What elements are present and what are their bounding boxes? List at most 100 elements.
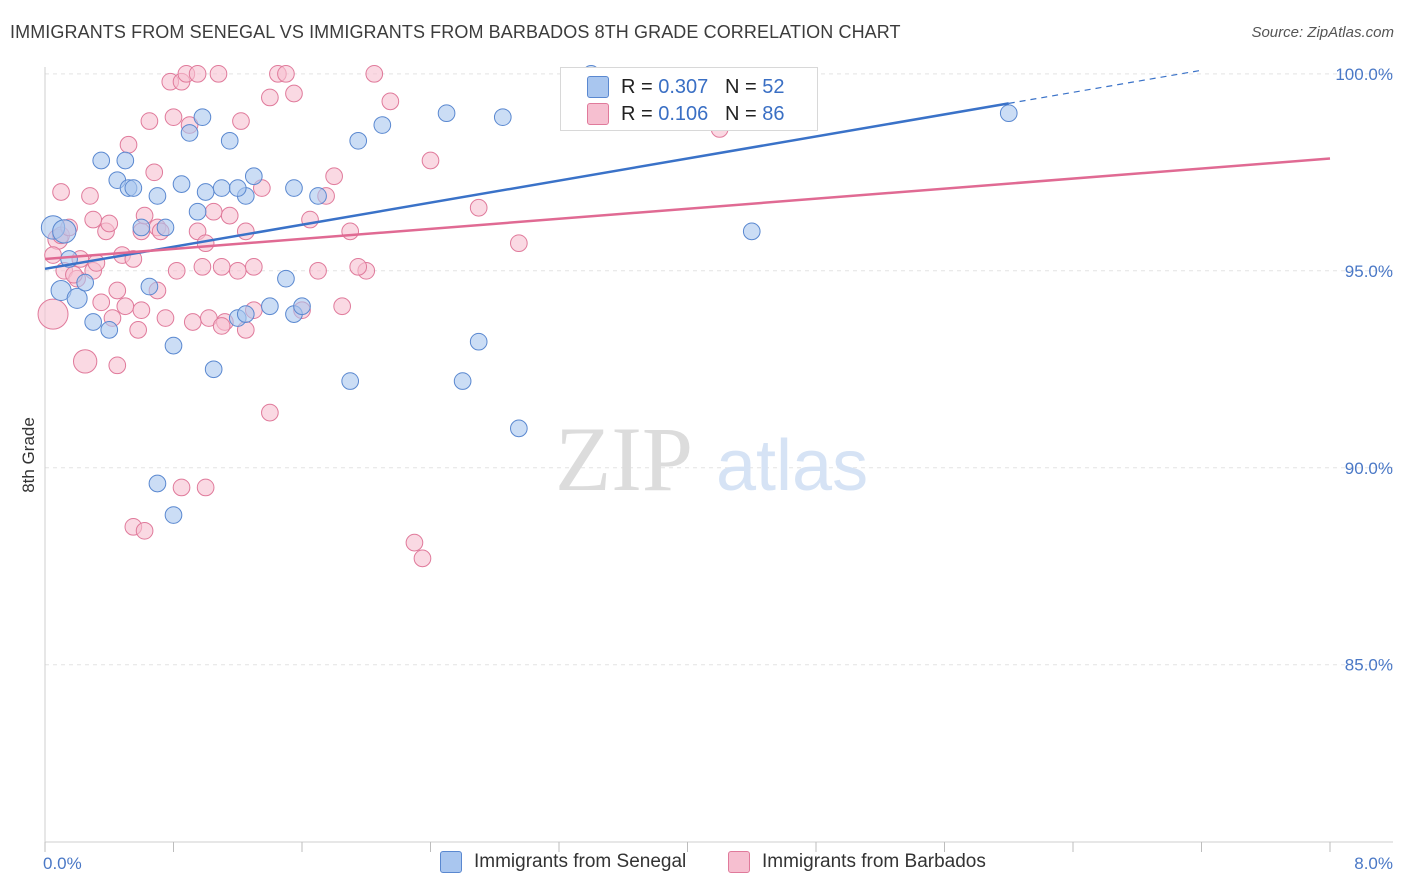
senegal-point [309, 187, 327, 205]
watermark-atlas: atlas [716, 426, 868, 506]
barbados-n-value: 86 [762, 102, 785, 125]
barbados-swatch [587, 103, 609, 125]
senegal-point [437, 104, 456, 123]
x-tick-label-min: 0.0% [43, 854, 82, 873]
barbados-point [129, 321, 147, 339]
barbados-point [37, 298, 69, 330]
barbados-point [413, 549, 432, 568]
barbados-point [72, 349, 98, 374]
senegal-points [40, 64, 1018, 524]
senegal-point [236, 305, 255, 323]
senegal-point [132, 218, 151, 237]
barbados-point [116, 297, 135, 316]
senegal-point [148, 187, 167, 205]
senegal-point [277, 269, 295, 288]
grid-lines [45, 73, 1393, 666]
barbados-point [108, 281, 127, 300]
y-tick-label-95: 95.0% [1345, 262, 1393, 281]
barbados-point [188, 64, 207, 83]
r-label: R = [621, 102, 653, 125]
barbados-trend-line [44, 157, 1331, 261]
barbados-point [510, 234, 528, 253]
barbados-point [341, 222, 360, 241]
senegal-point [999, 104, 1018, 123]
senegal-legend-swatch [440, 851, 462, 873]
barbados-point [236, 222, 255, 241]
y-tick-labels: 85.0% 90.0% 95.0% 100.0% [1335, 65, 1393, 675]
trend-lines [44, 69, 1331, 271]
n-label: N = [724, 75, 757, 98]
y-axis-title: 8th Grade [19, 417, 38, 493]
x-tick-labels: 0.0% 8.0% [43, 854, 1393, 873]
y-tick-label-85: 85.0% [1345, 656, 1393, 675]
senegal-point [204, 360, 223, 379]
senegal-point [100, 321, 119, 339]
chart-title: IMMIGRANTS FROM SENEGAL VS IMMIGRANTS FR… [10, 22, 901, 42]
barbados-point [140, 112, 159, 130]
barbados-point [325, 167, 343, 186]
senegal-point [349, 131, 368, 150]
senegal-point [493, 108, 512, 126]
r-label: R = [621, 75, 653, 98]
barbados-point [100, 214, 119, 233]
senegal-r-value: 0.307 [658, 75, 709, 98]
senegal-point [244, 167, 263, 186]
barbados-point [365, 64, 384, 83]
barbados-point [309, 261, 327, 280]
barbados-point [209, 64, 228, 83]
barbados-point [421, 151, 440, 170]
senegal-point [228, 179, 247, 197]
barbados-r-value: 0.106 [658, 102, 709, 125]
barbados-point [145, 163, 164, 182]
barbados-point [204, 202, 223, 221]
barbados-point [167, 261, 186, 280]
barbados-point [277, 64, 295, 83]
barbados-point [84, 210, 103, 229]
barbados-point [405, 533, 424, 552]
senegal-point [293, 297, 311, 316]
barbados-point [183, 313, 202, 331]
senegal-point [261, 297, 279, 316]
senegal-point [156, 218, 175, 237]
senegal-point [510, 419, 528, 438]
barbados-point [220, 206, 239, 225]
senegal-point [341, 372, 360, 390]
senegal-legend-label: Immigrants from Senegal [474, 851, 687, 872]
y-tick-label-100: 100.0% [1335, 65, 1393, 84]
senegal-swatch [587, 76, 609, 98]
senegal-point [180, 124, 199, 142]
barbados-point [81, 187, 99, 205]
stats-legend: R = 0.307 N = 52 R = 0.106 N = 86 [560, 67, 818, 131]
barbados-point [87, 254, 106, 272]
barbados-point [135, 521, 154, 540]
y-tick-label-90: 90.0% [1345, 459, 1393, 478]
barbados-point [381, 92, 400, 111]
barbados-point [164, 108, 183, 126]
senegal-point [193, 108, 212, 126]
senegal-point [469, 332, 488, 351]
barbados-point [119, 135, 138, 154]
senegal-point [285, 179, 303, 197]
bottom-legend-barbados: Immigrants from Barbados [728, 851, 986, 873]
senegal-point [172, 175, 191, 193]
senegal-point [52, 219, 77, 244]
senegal-trend-line [44, 102, 1009, 271]
bottom-legend-senegal: Immigrants from Senegal [440, 851, 686, 873]
senegal-point [124, 179, 143, 197]
senegal-point [220, 131, 239, 150]
barbados-point [156, 309, 175, 327]
barbados-point [172, 478, 191, 497]
senegal-point [164, 336, 183, 355]
x-tick-label-max: 8.0% [1354, 854, 1393, 873]
senegal-point [84, 313, 103, 331]
senegal-point [116, 151, 135, 170]
senegal-point [188, 202, 207, 221]
barbados-point [212, 258, 231, 276]
senegal-point [66, 287, 88, 309]
senegal-point [76, 273, 94, 292]
barbados-point [232, 112, 250, 130]
watermark: ZIP atlas [555, 408, 868, 510]
senegal-point [140, 277, 159, 296]
barbados-point [349, 258, 368, 276]
